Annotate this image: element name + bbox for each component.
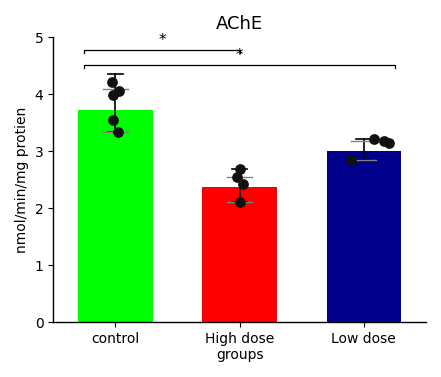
Point: [109, 117, 116, 123]
Point: [385, 139, 392, 146]
Text: *: *: [236, 48, 243, 63]
Point: [234, 174, 241, 180]
Bar: [78, 110, 153, 322]
Point: [236, 166, 243, 172]
Title: AChE: AChE: [216, 15, 263, 33]
Bar: [202, 187, 277, 322]
Point: [380, 138, 387, 144]
Y-axis label: nmol/min/mg protien: nmol/min/mg protien: [15, 107, 29, 253]
Point: [236, 199, 243, 205]
Point: [109, 92, 116, 98]
Point: [114, 129, 121, 135]
Point: [348, 157, 355, 163]
Bar: [327, 151, 401, 322]
Text: *: *: [158, 33, 166, 48]
Point: [108, 79, 115, 85]
Point: [240, 181, 247, 187]
Point: [116, 89, 123, 95]
Point: [370, 136, 377, 142]
